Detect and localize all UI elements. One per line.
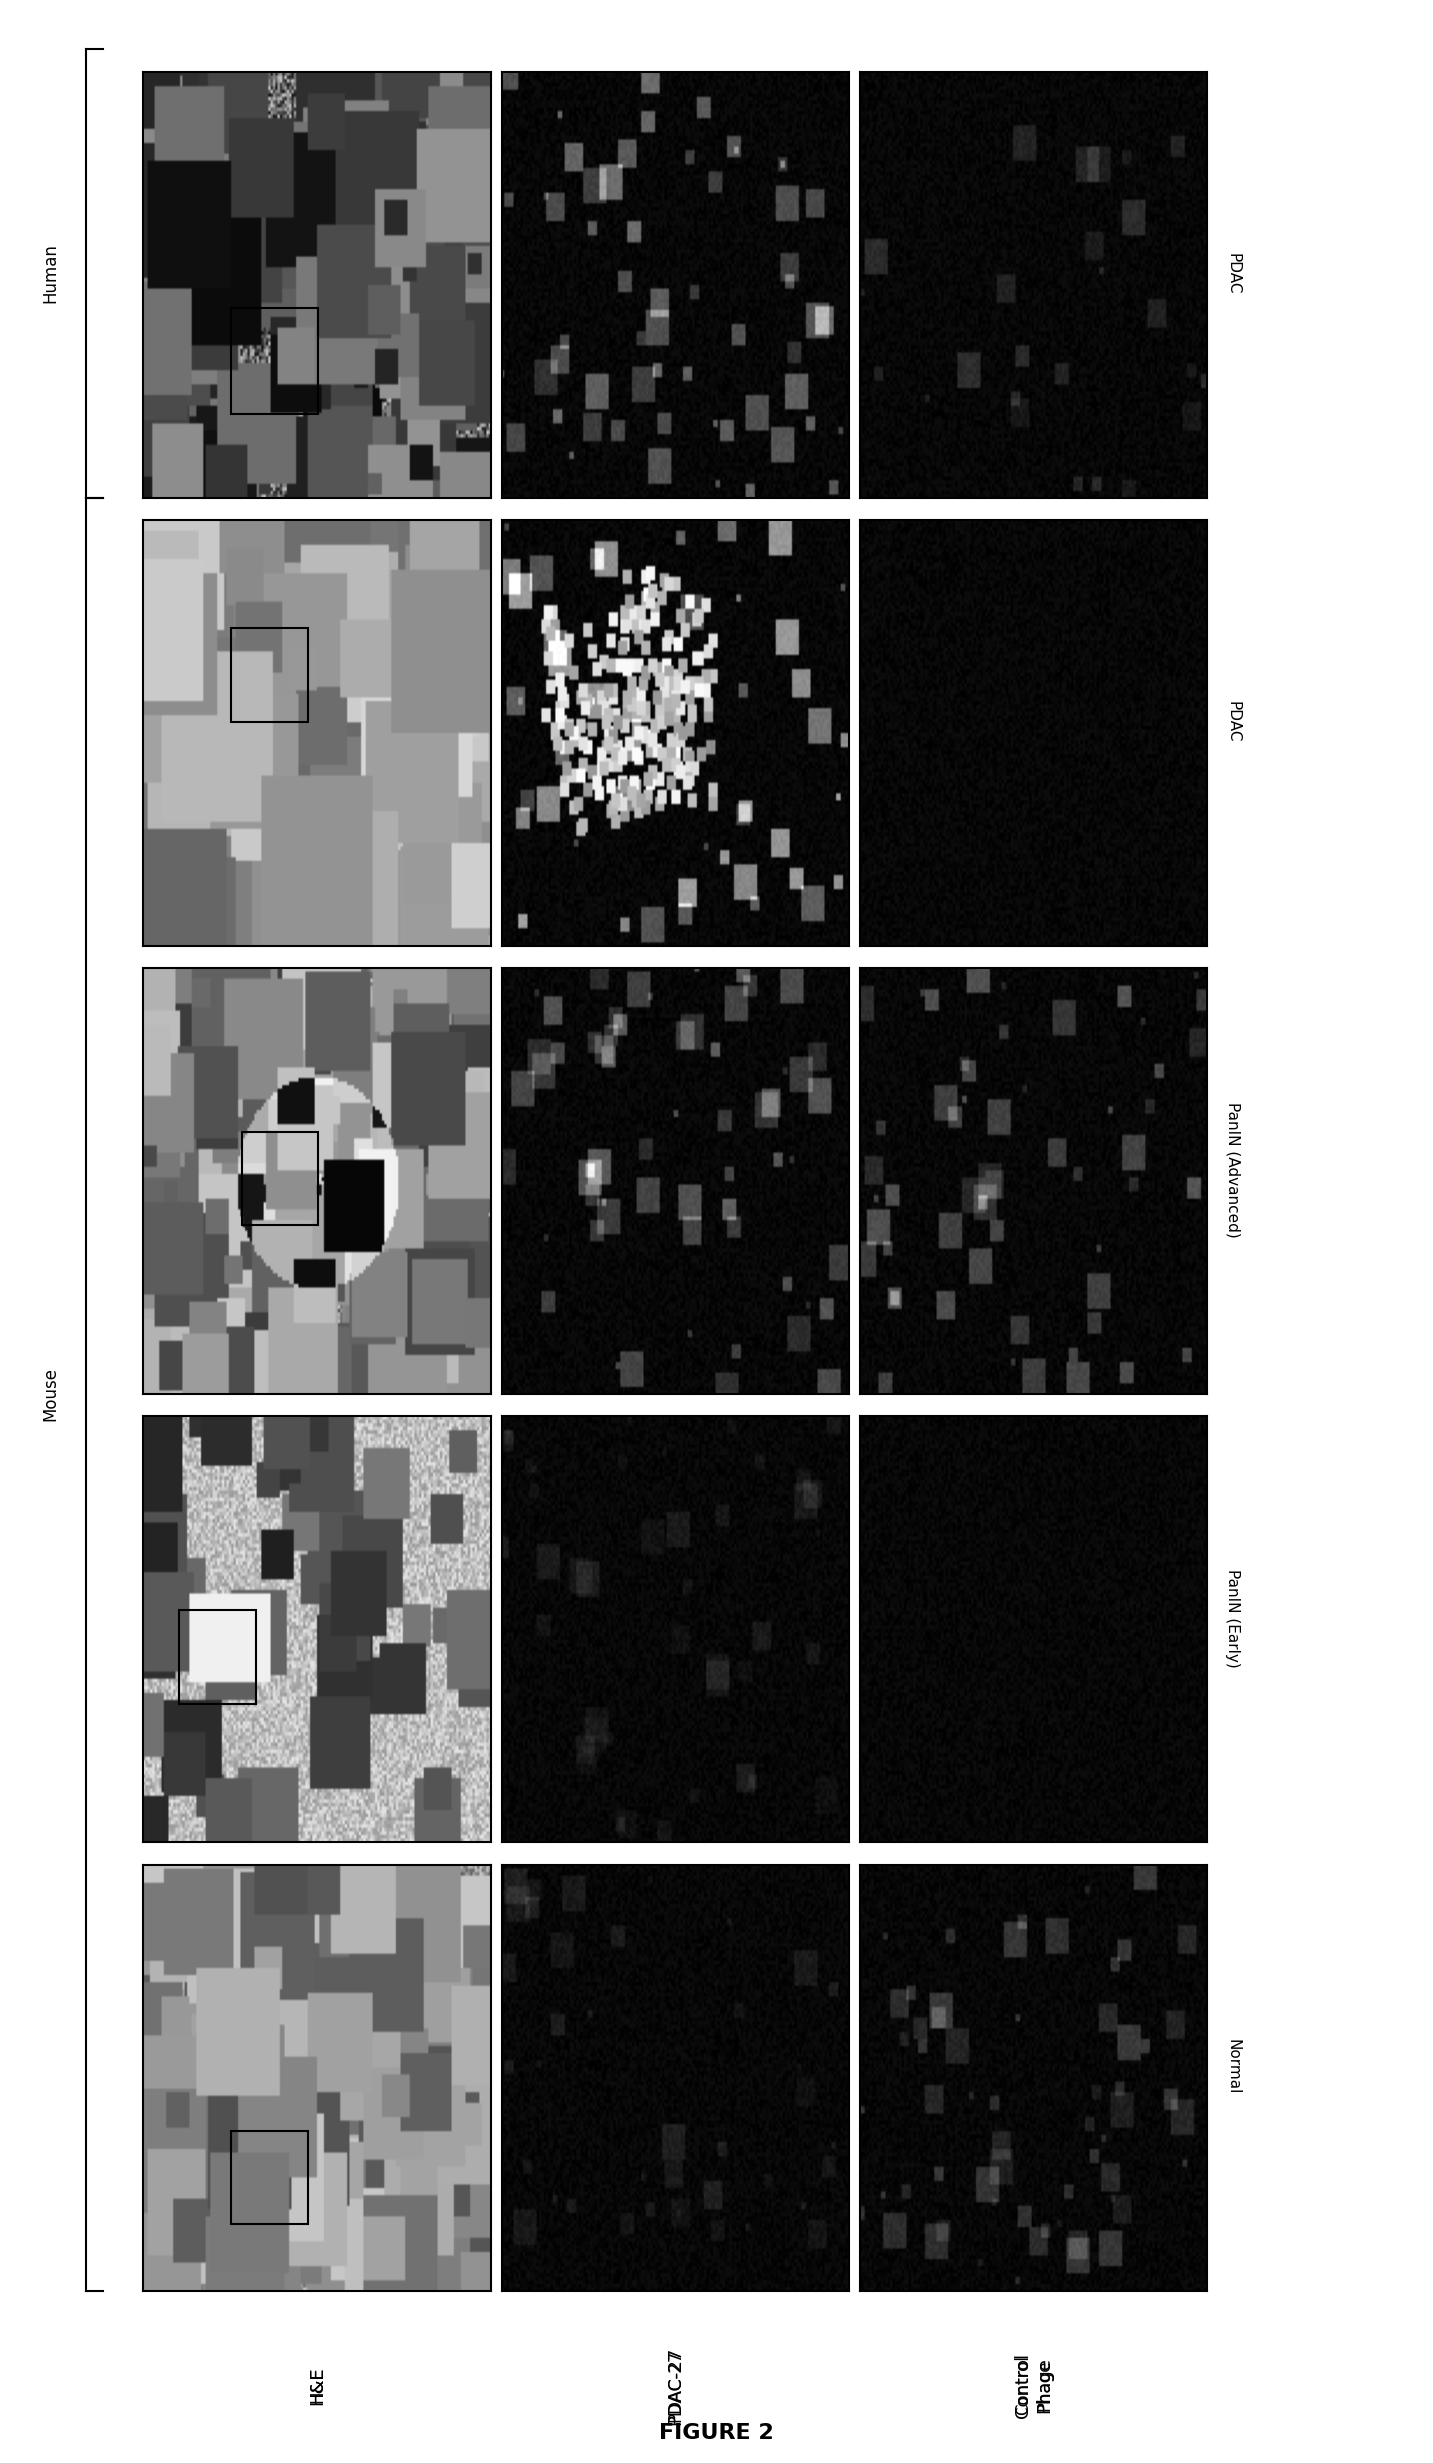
Bar [179, 1611, 255, 1704]
Text: Human: Human [42, 244, 59, 303]
Text: FIGURE 2: FIGURE 2 [659, 2424, 774, 2443]
Bar [231, 2130, 308, 2224]
Text: PDAC: PDAC [1225, 702, 1240, 741]
Bar [242, 1133, 318, 1227]
Text: Control
Phage: Control Phage [1015, 2355, 1053, 2416]
Text: PanIN (Early): PanIN (Early) [1225, 1569, 1240, 1667]
Text: H&E: H&E [308, 2367, 327, 2404]
Text: PDAC-27: PDAC-27 [666, 2350, 685, 2421]
Text: Control
Phage: Control Phage [1015, 2352, 1053, 2419]
Text: H&E: H&E [308, 2367, 327, 2404]
Bar [231, 308, 318, 414]
Text: PDAC: PDAC [1225, 254, 1240, 293]
Text: PanIN (Advanced): PanIN (Advanced) [1225, 1101, 1240, 1239]
Text: Normal: Normal [1225, 2039, 1240, 2094]
Text: Mouse: Mouse [42, 1367, 59, 1421]
Text: PDAC-27: PDAC-27 [666, 2347, 685, 2424]
Bar [231, 628, 308, 722]
